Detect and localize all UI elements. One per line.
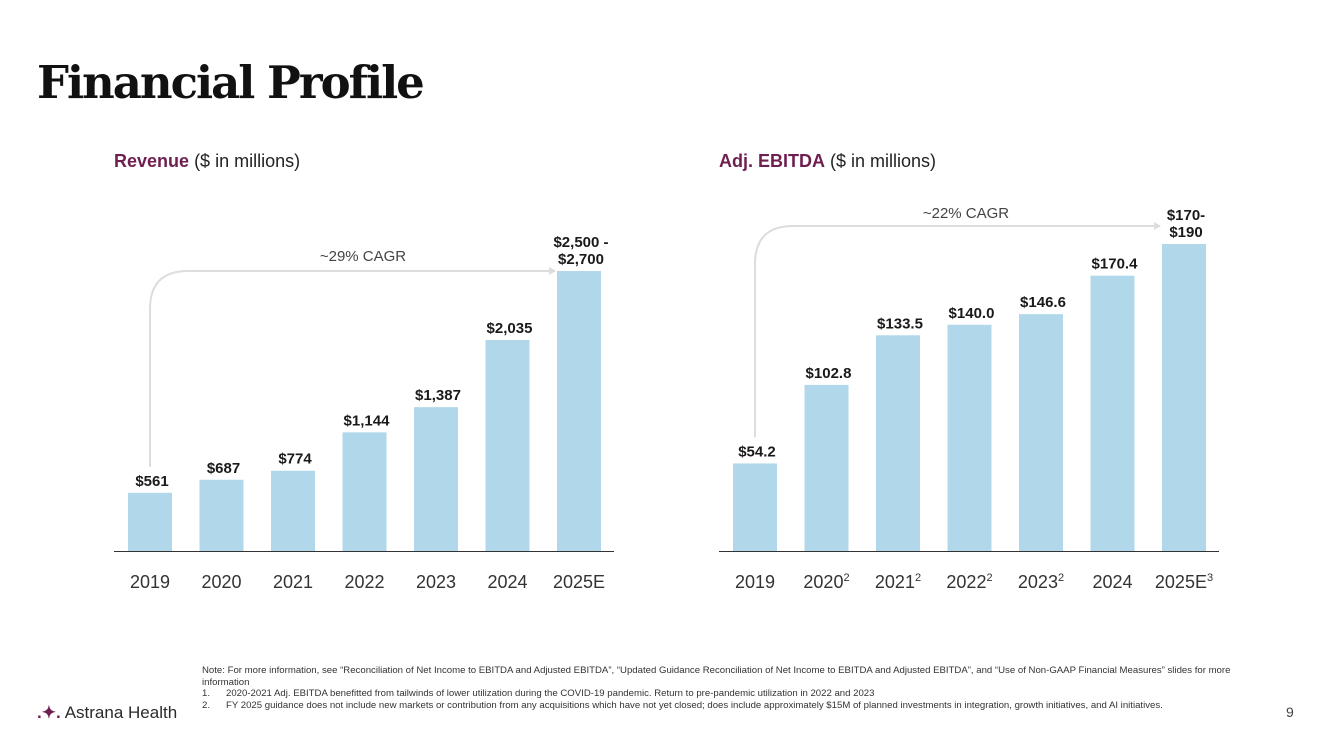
ebitda-value-label-2023: $146.6 — [1020, 294, 1066, 311]
revenue-value-label-2019: $561 — [135, 473, 168, 490]
ebitda-cagr-label: ~22% CAGR — [923, 205, 1009, 222]
ebitda-tick-2024: 2024 — [1092, 572, 1132, 592]
revenue-value-label-2025E: $2,500 -$2,700 — [553, 234, 608, 268]
page-number: 9 — [1286, 704, 1294, 720]
page-title: Financial Profile — [37, 56, 425, 109]
revenue-title-units: ($ in millions) — [194, 151, 301, 171]
footnote-2-text: FY 2025 guidance does not include new ma… — [226, 699, 1163, 711]
ebitda-bar-2020 — [804, 384, 849, 551]
ebitda-bar-2021 — [876, 335, 920, 551]
revenue-value-label-2021: $774 — [278, 451, 312, 468]
revenue-value-label-2020: $687 — [207, 460, 240, 477]
ebitda-chart: ~22% CAGR $54.2 2019 $102.8 20202 $133.5 20212… — [719, 205, 1219, 592]
ebitda-value-label-2021: $133.5 — [877, 315, 923, 332]
ebitda-title-bold: Adj. EBITDA — [719, 151, 825, 171]
ebitda-chart-title: Adj. EBITDA ($ in millions) — [719, 151, 936, 172]
logo-text: Astrana Health — [64, 703, 178, 722]
revenue-tick-2025E: 2025E — [553, 572, 605, 592]
ebitda-tick-2022: 20222 — [946, 572, 992, 592]
ebitda-value-label-2020: $102.8 — [806, 365, 852, 382]
revenue-value-label-2024: $2,035 — [487, 320, 533, 337]
revenue-bar-2023 — [414, 407, 458, 551]
ebitda-title-units: ($ in millions) — [830, 151, 937, 171]
ebitda-tick-2025E: 2025E3 — [1155, 572, 1213, 592]
footnote-1: 1. 2020-2021 Adj. EBITDA benefitted from… — [202, 688, 1232, 700]
revenue-chart-title: Revenue ($ in millions) — [114, 151, 300, 172]
revenue-bar-2019 — [128, 492, 172, 551]
revenue-chart: ~29% CAGR $561 2019 $687 2020 $774 2021 $1,144 2… — [114, 234, 614, 592]
ebitda-bar-2024 — [1090, 275, 1135, 551]
ebitda-bar-2025E — [1162, 244, 1206, 551]
ebitda-tick-2020: 20202 — [803, 572, 849, 592]
company-logo: .✦. Astrana Health — [37, 703, 177, 723]
revenue-tick-2023: 2023 — [416, 572, 456, 592]
footnote-1-number: 1. — [202, 688, 211, 699]
revenue-tick-2021: 2021 — [273, 572, 313, 592]
ebitda-value-label-2019: $54.2 — [738, 443, 776, 460]
revenue-value-label-2023: $1,387 — [415, 387, 461, 404]
ebitda-tick-2019: 2019 — [735, 572, 775, 592]
footnote-note: Note: For more information, see “Reconci… — [202, 665, 1231, 688]
ebitda-cagr-arrow — [754, 222, 1161, 438]
revenue-cagr-arrow — [149, 267, 556, 467]
revenue-bar-2021 — [271, 470, 315, 551]
revenue-tick-2024: 2024 — [487, 572, 527, 592]
revenue-value-label-2022: $1,144 — [344, 412, 391, 429]
ebitda-value-label-2025E: $170-$190 — [1167, 207, 1205, 241]
footnote-1-text: 2020-2021 Adj. EBITDA benefitted from ta… — [226, 688, 875, 699]
charts-canvas: ~29% CAGR $561 2019 $687 2020 $774 2021 $1,144 2… — [114, 205, 1219, 592]
ebitda-value-label-2024: $170.4 — [1092, 256, 1139, 273]
ebitda-bar-2023 — [1019, 314, 1063, 551]
revenue-bar-2020 — [199, 479, 244, 551]
footnotes: Note: For more information, see “Reconci… — [202, 665, 1232, 711]
ebitda-bar-2019 — [733, 463, 777, 551]
ebitda-bar-2022 — [947, 324, 992, 551]
revenue-tick-2020: 2020 — [201, 572, 241, 592]
revenue-bar-2024 — [485, 339, 530, 551]
sparkle-icon: .✦. — [37, 703, 61, 722]
revenue-tick-2019: 2019 — [130, 572, 170, 592]
revenue-bar-2025E — [557, 271, 601, 551]
revenue-bar-2022 — [342, 432, 387, 551]
footnote-2-number: 2. — [202, 699, 211, 711]
revenue-title-bold: Revenue — [114, 151, 190, 171]
footnote-2: 2. FY 2025 guidance does not include new… — [202, 700, 1232, 712]
ebitda-value-label-2022: $140.0 — [949, 305, 995, 322]
ebitda-tick-2021: 20212 — [875, 572, 921, 592]
revenue-cagr-label: ~29% CAGR — [320, 248, 406, 265]
revenue-tick-2022: 2022 — [344, 572, 384, 592]
ebitda-tick-2023: 20232 — [1018, 572, 1064, 592]
